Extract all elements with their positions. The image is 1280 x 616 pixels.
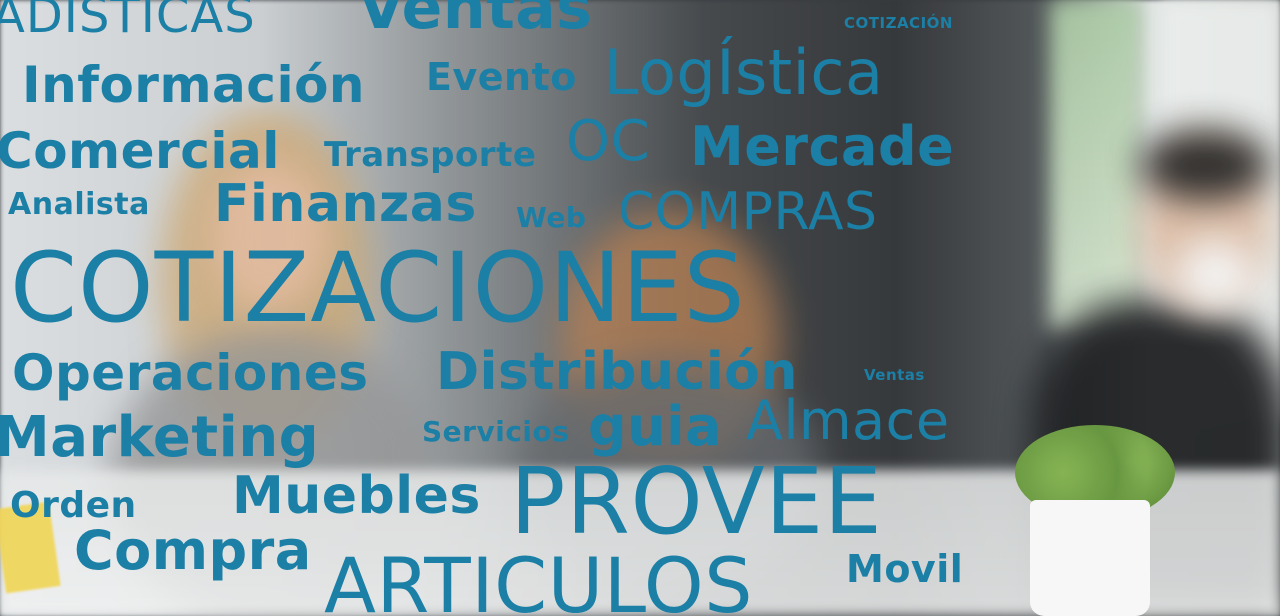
word-evento: Evento	[426, 55, 577, 99]
word-oc: OC	[566, 109, 651, 174]
word-transporte: Transporte	[324, 135, 537, 175]
word-cotizacion-small: COTIZACIÓN	[844, 14, 953, 32]
word-servicios: Servicios	[422, 415, 570, 448]
plant-pot	[1030, 500, 1150, 616]
word-logistica: LogÍstica	[604, 36, 884, 109]
word-almace: Almace	[746, 389, 950, 452]
person-left-face	[210, 160, 330, 310]
word-cotizaciones: COTIZACIONES	[10, 232, 746, 344]
word-analista: Analista	[8, 187, 150, 222]
word-provee: PROVEE	[510, 448, 883, 555]
word-compra: Compra	[74, 519, 312, 582]
word-web: Web	[516, 201, 587, 234]
word-orden: Orden	[10, 485, 137, 526]
word-muebles: Muebles	[232, 466, 481, 526]
word-articulos: ARTICULOS	[324, 541, 753, 616]
person-right-hair	[1140, 130, 1270, 200]
word-adisticas: ADISTICAS	[0, 0, 256, 44]
word-mercade: Mercade	[690, 115, 955, 178]
word-ventas-large: Ventas	[358, 0, 593, 43]
word-marketing: Marketing	[0, 405, 320, 470]
person-right-mask	[1175, 240, 1255, 310]
word-finanzas: Finanzas	[214, 174, 477, 234]
window-light	[1050, 0, 1140, 330]
word-ventas-small: Ventas	[864, 366, 925, 384]
word-distribucion: Distribución	[436, 342, 798, 402]
word-compras: COMPRAS	[618, 182, 878, 242]
word-operaciones: Operaciones	[12, 344, 369, 402]
word-informacion: Información	[22, 56, 366, 114]
word-guia: guia	[588, 395, 723, 458]
word-comercial: Comercial	[0, 122, 280, 180]
word-movil: Movil	[846, 547, 964, 591]
